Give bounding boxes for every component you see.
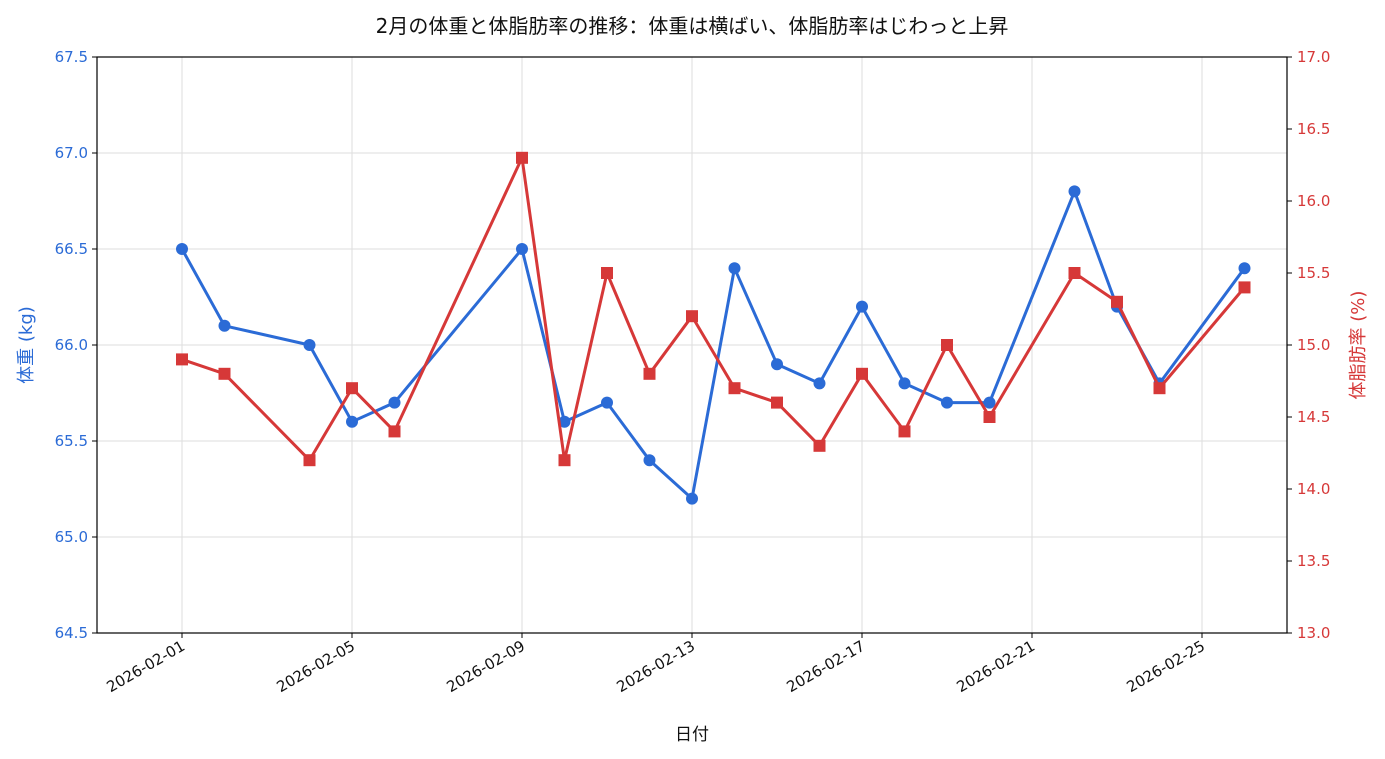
- bodyfat-point: [771, 396, 783, 409]
- x-tick-label: 2026-02-13: [613, 637, 698, 696]
- weight-point: [771, 358, 783, 371]
- bodyfat-point: [643, 367, 656, 380]
- bodyfat-point: [728, 382, 741, 395]
- bodyfat-point: [516, 151, 528, 164]
- bodyfat-point: [303, 454, 316, 467]
- weight-point: [601, 396, 613, 409]
- bodyfat-point: [558, 454, 571, 467]
- x-tick-label: 2026-02-01: [103, 637, 188, 696]
- y-tick-label-right: 14.0: [1297, 480, 1330, 498]
- series-bodyfat: [176, 151, 1251, 467]
- y-tick-label-right: 13.0: [1297, 624, 1330, 642]
- weight-point: [898, 377, 911, 390]
- weight-point: [856, 300, 868, 313]
- weight-point: [686, 492, 698, 505]
- y-tick-label-left: 64.5: [55, 624, 88, 642]
- y-tick-label-right: 16.5: [1297, 120, 1330, 138]
- y-tick-label-left: 66.5: [55, 240, 88, 258]
- chart-title: 2月の体重と体脂肪率の推移：体重は横ばい、体脂肪率はじわっと上昇: [376, 14, 1009, 38]
- weight-point: [941, 396, 953, 409]
- y-tick-label-left: 66.0: [55, 336, 88, 354]
- weight-point: [303, 339, 316, 351]
- y-tick-label-left: 67.0: [55, 144, 88, 162]
- grid: [97, 56, 1287, 634]
- bodyfat-point: [856, 367, 868, 380]
- bodyfat-point: [1068, 267, 1081, 279]
- y-tick-label-right: 13.5: [1297, 552, 1330, 570]
- y-tick-label-right: 17.0: [1297, 48, 1330, 66]
- weight-point: [643, 454, 656, 467]
- weight-point: [388, 396, 401, 409]
- weight-point: [558, 415, 571, 428]
- bodyfat-point: [388, 425, 401, 438]
- bodyfat-point: [941, 339, 953, 351]
- y-tick-label-right: 14.5: [1297, 408, 1330, 426]
- y-tick-label-right: 15.0: [1297, 336, 1330, 354]
- weight-point: [516, 243, 528, 255]
- y-tick-label-right: 16.0: [1297, 192, 1330, 210]
- weight-point: [176, 243, 188, 255]
- weight-point: [728, 262, 741, 275]
- x-tick-label: 2026-02-09: [443, 637, 528, 696]
- bodyfat-point: [601, 267, 613, 279]
- bodyfat-point: [1238, 281, 1251, 294]
- plot-series: [176, 151, 1251, 505]
- bodyfat-point: [983, 411, 996, 423]
- y-tick-label-right: 15.5: [1297, 264, 1330, 282]
- weight-point: [1238, 262, 1251, 275]
- weight-point: [346, 415, 358, 428]
- weight-point: [813, 377, 826, 390]
- y-tick-label-left: 65.0: [55, 528, 88, 546]
- bodyfat-point: [176, 353, 188, 366]
- bodyfat-point: [1153, 382, 1166, 395]
- y-tick-label-left: 65.5: [55, 432, 88, 450]
- x-tick-label: 2026-02-21: [953, 637, 1038, 696]
- y-axis-label-right: 体脂肪率 (%): [1348, 291, 1369, 400]
- bodyfat-point: [1111, 295, 1123, 308]
- y-axis-label-left: 体重 (kg): [16, 306, 37, 384]
- x-tick-label: 2026-02-25: [1123, 637, 1208, 696]
- x-axis-label: 日付: [675, 725, 709, 745]
- bodyfat-point: [218, 367, 231, 380]
- bodyfat-point: [898, 425, 911, 438]
- bodyfat-point: [813, 439, 826, 452]
- x-tick-label: 2026-02-05: [273, 637, 358, 696]
- weight-point: [983, 396, 996, 409]
- bodyfat-line: [181, 156, 1246, 462]
- y-tick-label-left: 67.5: [55, 48, 88, 66]
- bodyfat-point: [686, 310, 698, 323]
- bodyfat-point: [346, 382, 358, 395]
- weight-point: [218, 319, 231, 332]
- x-tick-label: 2026-02-17: [783, 637, 868, 696]
- weight-point: [1068, 185, 1081, 198]
